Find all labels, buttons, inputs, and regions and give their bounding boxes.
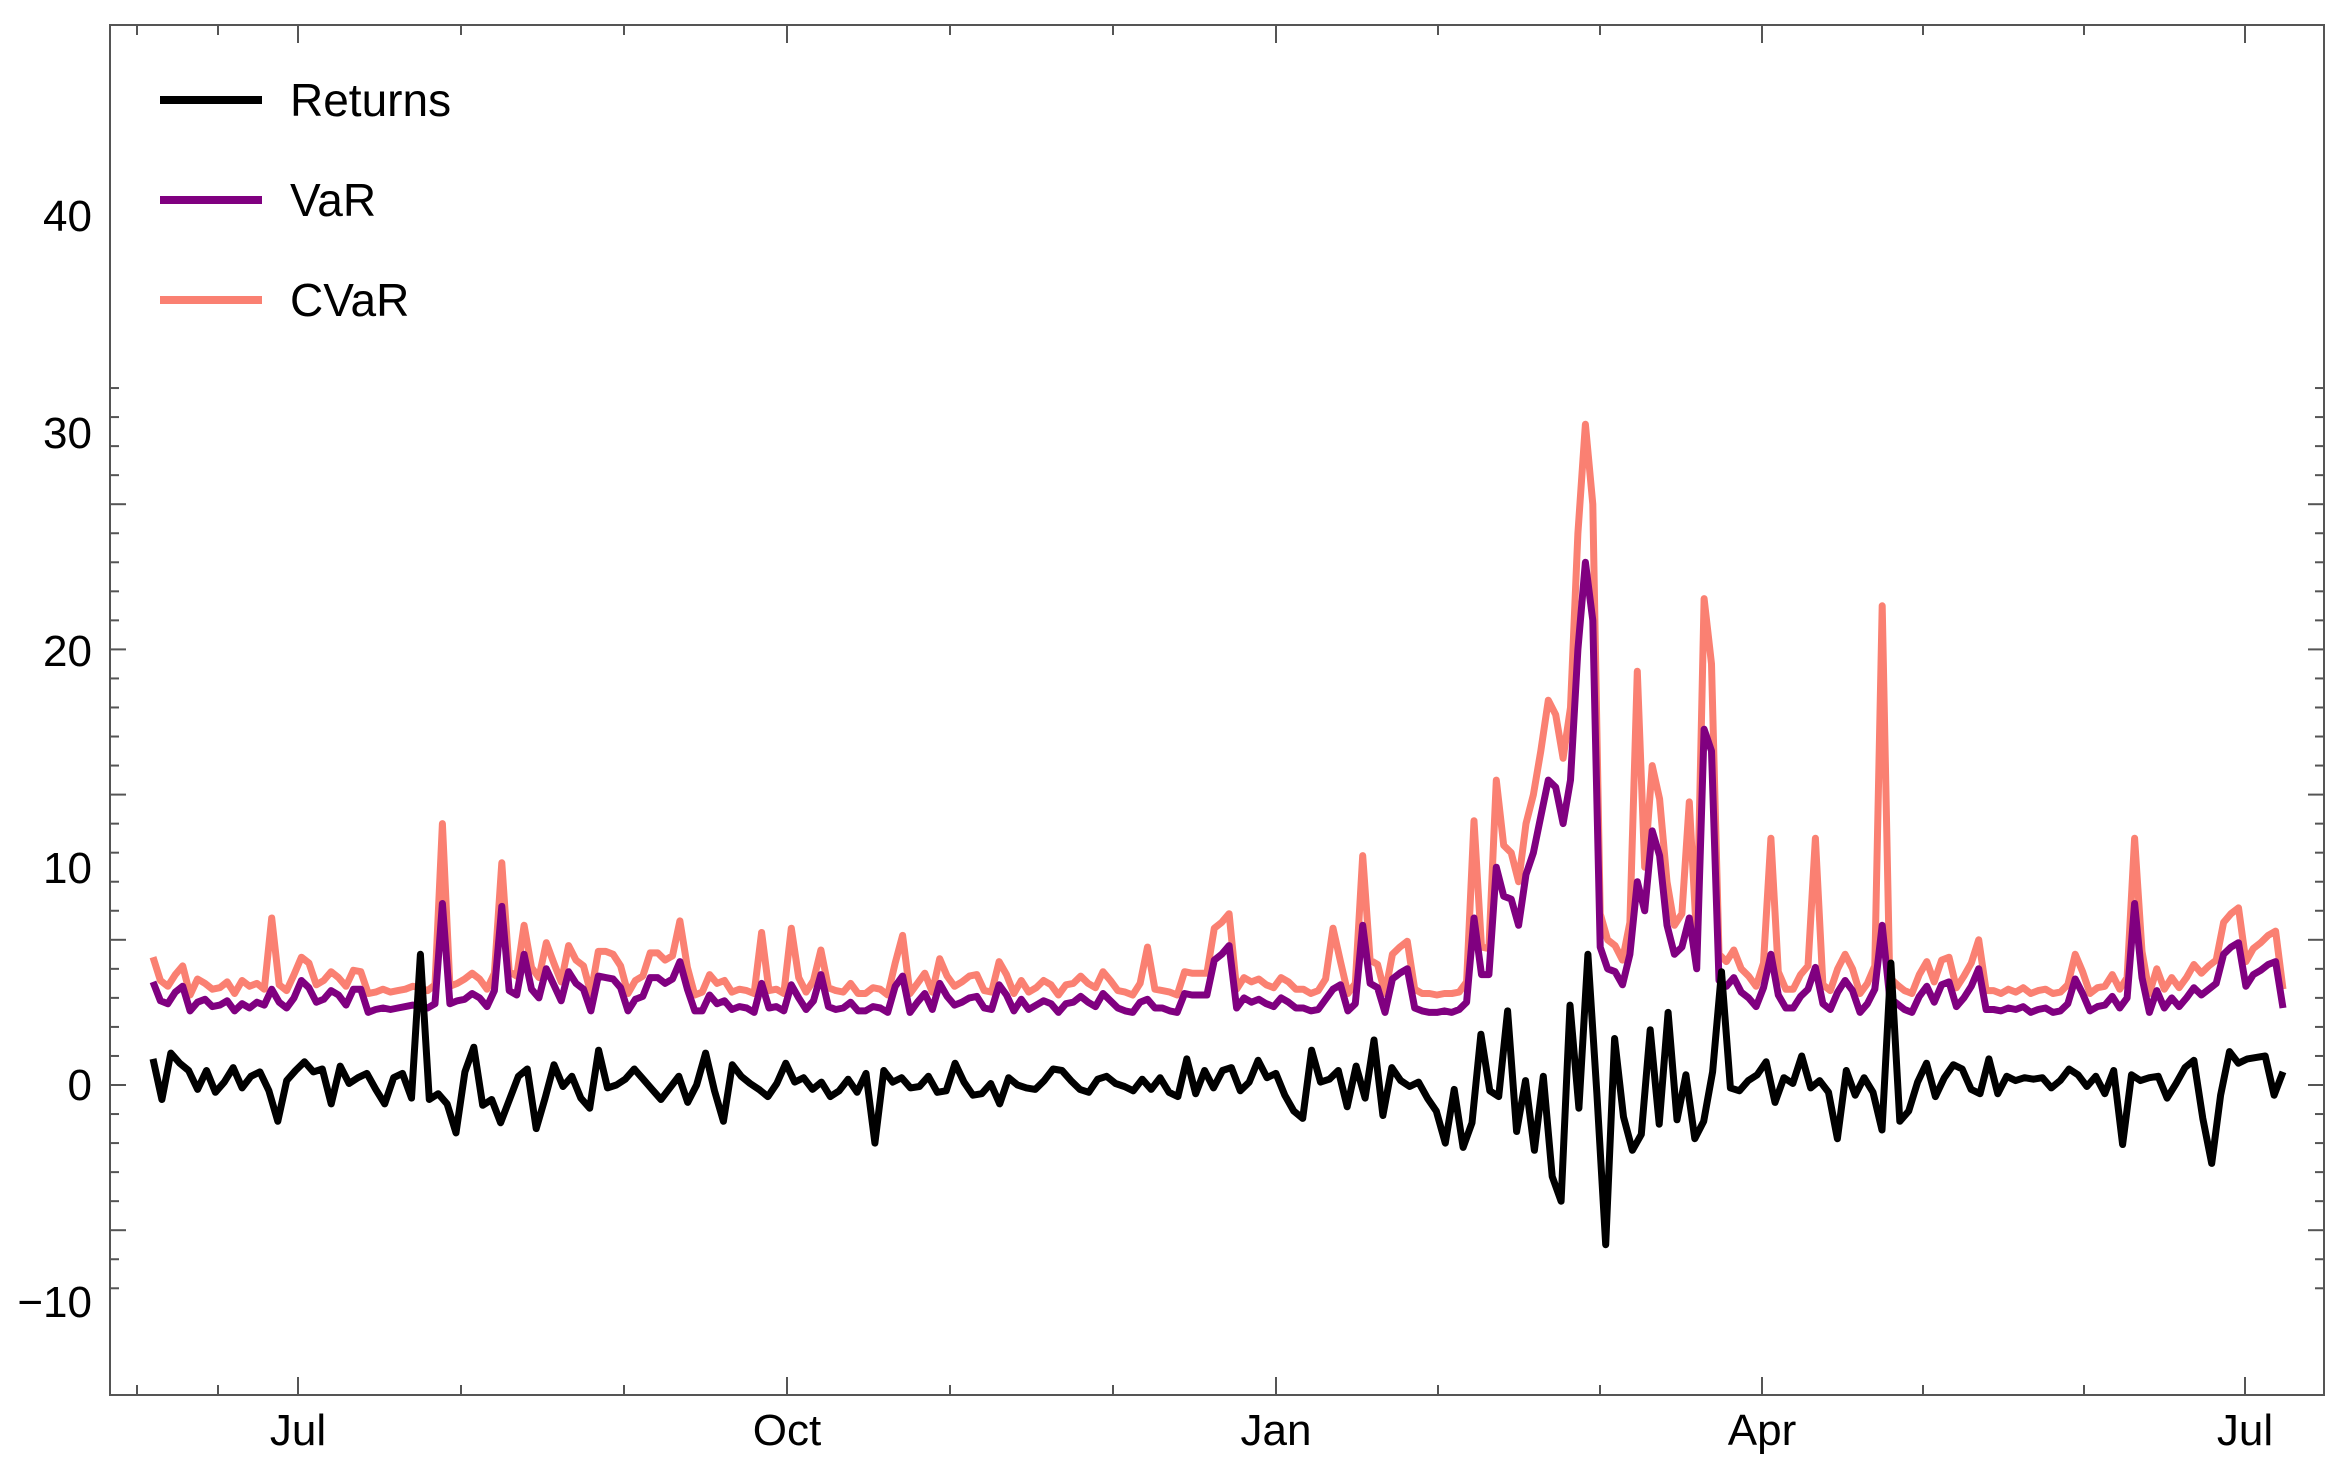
y-tick-label: 10 <box>43 844 92 893</box>
y-tick-label: −10 <box>17 1278 92 1327</box>
y-tick-label: 30 <box>43 409 92 458</box>
x-tick-labels: Jul Oct Jan Apr Jul <box>270 1406 2273 1455</box>
x-tick-label: Jul <box>270 1406 326 1455</box>
series-line-returns <box>149 950 2287 1249</box>
series-line-var <box>149 558 2287 1016</box>
plot-frame <box>109 24 2325 1396</box>
legend-label-returns: Returns <box>290 74 451 126</box>
y-tick-label: 40 <box>43 192 92 241</box>
legend-label-cvar: CVaR <box>290 274 409 326</box>
ticks-layer <box>110 25 2324 1395</box>
x-tick-label: Jan <box>1241 1406 1312 1455</box>
y-tick-label: 20 <box>43 627 92 676</box>
x-tick-label: Apr <box>1728 1406 1796 1455</box>
series-layer <box>149 420 2287 1249</box>
legend: Returns VaR CVaR <box>160 74 451 326</box>
y-tick-label: 0 <box>68 1061 92 1110</box>
x-tick-label: Oct <box>753 1406 821 1455</box>
legend-label-var: VaR <box>290 174 376 226</box>
x-tick-label: Jul <box>2217 1406 2273 1455</box>
y-tick-labels: −10 0 10 20 30 40 <box>17 192 92 1327</box>
